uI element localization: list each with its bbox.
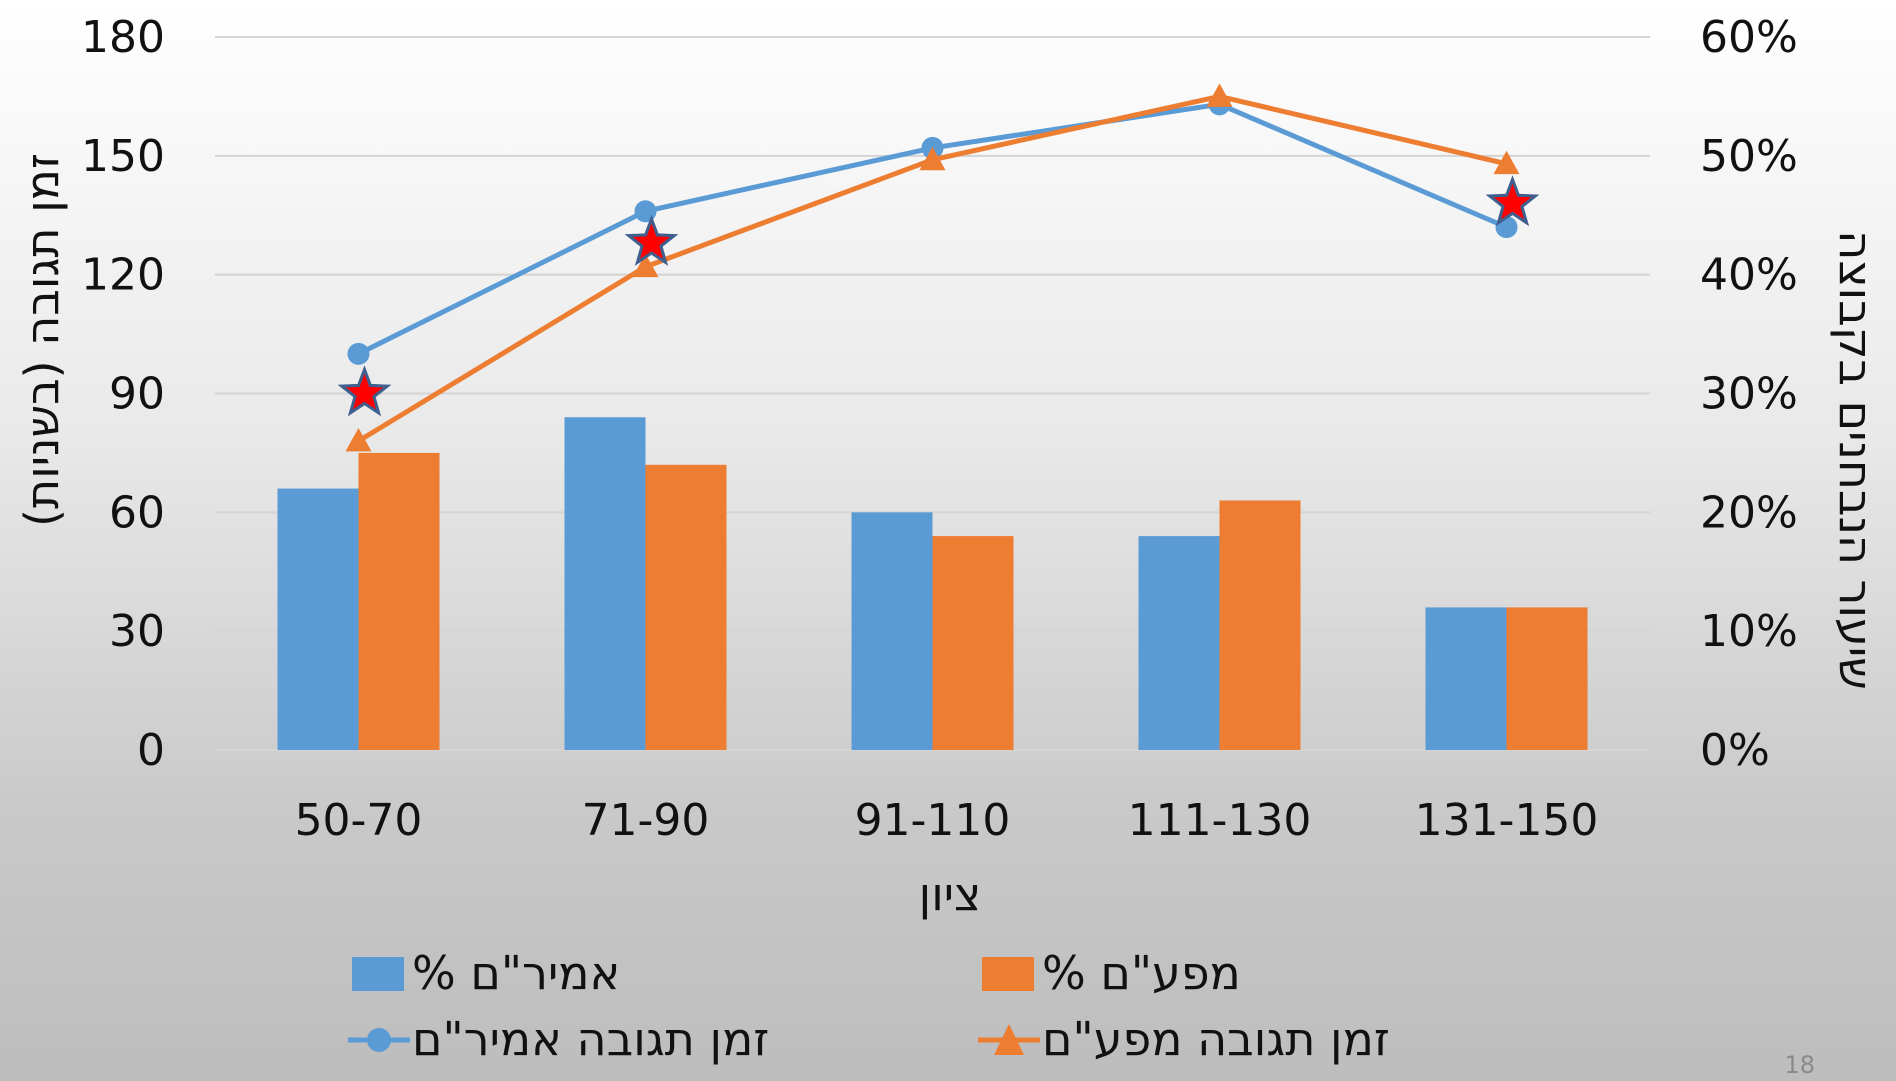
right-tick-label: 50%: [1700, 131, 1798, 182]
line-marker-3-0: [345, 428, 372, 452]
right-tick-label: 60%: [1700, 12, 1798, 63]
bar-0-1: [564, 417, 646, 750]
legend-label-1: % מפע"ם: [1042, 946, 1241, 1000]
bar-1-1: [645, 464, 727, 750]
star-annotation-0: [337, 365, 392, 417]
legend-label-2: זמן תגובה אמיר"ם: [412, 1012, 769, 1066]
right-tick-label: 40%: [1700, 250, 1798, 301]
legend-marker-3: [994, 1024, 1024, 1055]
left-tick-label: 150: [81, 131, 165, 182]
line-marker-3-4: [1493, 150, 1520, 175]
legend-swatch-1: [982, 957, 1034, 991]
category-label: 50-70: [295, 795, 423, 846]
legend-label-0: % אמיר"ם: [412, 946, 620, 1000]
bar-0-0: [277, 488, 359, 750]
left-tick-label: 180: [81, 12, 165, 63]
category-label: 111-130: [1128, 795, 1312, 846]
line-marker-2-1: [634, 200, 657, 223]
bar-1-3: [1219, 500, 1301, 750]
right-tick-label: 0%: [1700, 725, 1770, 776]
right-tick-label: 20%: [1700, 487, 1798, 538]
category-label: 131-150: [1415, 795, 1599, 846]
left-axis-title: זמן תגובה (בשניות): [15, 153, 69, 527]
left-tick-label: 30: [109, 606, 165, 657]
left-tick-label: 90: [109, 369, 165, 420]
legend-swatch-0: [352, 957, 404, 991]
star-annotation-2: [1485, 175, 1540, 227]
line-marker-3-2: [919, 146, 946, 171]
bar-1-2: [932, 536, 1014, 750]
right-tick-label: 30%: [1700, 369, 1798, 420]
right-tick-label: 10%: [1700, 606, 1798, 657]
bar-1-4: [1506, 607, 1588, 750]
bar-0-2: [851, 512, 933, 750]
legend-marker-2: [367, 1028, 391, 1052]
legend-label-3: זמן תגובה מפע"ם: [1042, 1012, 1390, 1066]
right-axis-title: שיעור הנבחנים בקבוצה: [1829, 230, 1883, 689]
bar-1-0: [358, 452, 440, 750]
x-axis-title: ציון: [919, 867, 982, 921]
star-annotation-1: [624, 214, 679, 266]
left-tick-label: 120: [81, 250, 165, 301]
bar-0-4: [1425, 607, 1507, 750]
line-marker-3-3: [1206, 83, 1233, 107]
left-tick-label: 0: [137, 725, 165, 776]
page-number: 18: [1784, 1051, 1815, 1079]
left-tick-label: 60: [109, 487, 165, 538]
category-label: 91-110: [855, 795, 1011, 846]
line-marker-3-1: [632, 253, 659, 278]
line-marker-2-0: [347, 342, 370, 365]
bar-0-3: [1138, 536, 1220, 750]
category-label: 71-90: [582, 795, 710, 846]
